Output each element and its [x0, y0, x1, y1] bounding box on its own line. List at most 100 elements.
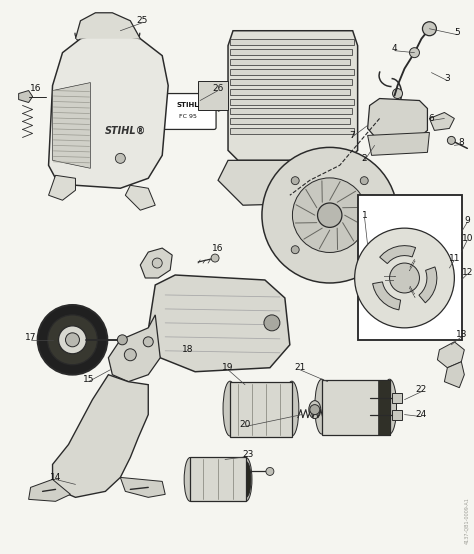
Text: 2: 2: [362, 154, 367, 163]
Ellipse shape: [258, 294, 286, 352]
Polygon shape: [218, 160, 365, 205]
Text: 5: 5: [455, 28, 460, 37]
Circle shape: [262, 147, 398, 283]
Text: 1: 1: [362, 211, 367, 220]
Polygon shape: [230, 89, 350, 95]
Text: 17: 17: [25, 334, 36, 342]
Text: 11: 11: [448, 254, 460, 263]
Polygon shape: [75, 13, 140, 39]
Polygon shape: [48, 33, 168, 188]
Text: 22: 22: [416, 385, 427, 394]
Ellipse shape: [315, 379, 329, 434]
Polygon shape: [380, 245, 416, 264]
Polygon shape: [230, 382, 292, 437]
Text: FC 95: FC 95: [179, 115, 197, 120]
Text: 15: 15: [82, 375, 94, 384]
Ellipse shape: [240, 458, 252, 501]
Polygon shape: [18, 90, 33, 102]
Text: 16: 16: [30, 84, 41, 93]
Circle shape: [143, 337, 153, 347]
Circle shape: [291, 177, 299, 184]
Circle shape: [65, 333, 80, 347]
Text: 23: 23: [242, 450, 254, 459]
Text: 19: 19: [222, 363, 234, 372]
Text: 20: 20: [239, 420, 251, 429]
Text: 26: 26: [212, 84, 224, 93]
Polygon shape: [368, 132, 429, 155]
Polygon shape: [120, 478, 165, 497]
Polygon shape: [53, 375, 148, 497]
Circle shape: [118, 335, 128, 345]
Circle shape: [310, 404, 320, 414]
Circle shape: [37, 305, 108, 375]
Polygon shape: [28, 479, 71, 501]
Circle shape: [264, 315, 280, 331]
Text: 7: 7: [349, 131, 355, 140]
Polygon shape: [373, 282, 401, 310]
Text: 25: 25: [137, 16, 148, 25]
Text: 8: 8: [458, 138, 464, 147]
Ellipse shape: [184, 458, 196, 501]
Polygon shape: [378, 379, 390, 434]
Polygon shape: [198, 80, 228, 110]
Polygon shape: [48, 175, 75, 200]
Ellipse shape: [223, 381, 237, 436]
Polygon shape: [230, 39, 354, 45]
Circle shape: [355, 228, 455, 328]
Ellipse shape: [383, 379, 397, 434]
Polygon shape: [230, 119, 350, 125]
Circle shape: [292, 178, 367, 253]
Polygon shape: [228, 30, 358, 160]
Circle shape: [47, 315, 98, 365]
Polygon shape: [230, 49, 352, 55]
Polygon shape: [429, 112, 455, 130]
Text: STIHL®: STIHL®: [105, 125, 146, 135]
Polygon shape: [358, 195, 462, 340]
Circle shape: [410, 48, 419, 58]
Polygon shape: [230, 79, 352, 85]
Circle shape: [152, 258, 162, 268]
Text: 24: 24: [416, 410, 427, 419]
Circle shape: [124, 349, 137, 361]
Polygon shape: [392, 409, 401, 419]
Text: 6: 6: [428, 114, 434, 123]
Circle shape: [422, 22, 437, 35]
FancyBboxPatch shape: [160, 94, 216, 130]
Circle shape: [266, 468, 274, 475]
Polygon shape: [148, 275, 290, 372]
Circle shape: [447, 136, 456, 145]
Polygon shape: [230, 69, 354, 75]
Circle shape: [390, 263, 419, 293]
Circle shape: [360, 246, 368, 254]
Circle shape: [318, 203, 342, 227]
Polygon shape: [109, 315, 160, 382]
Circle shape: [360, 177, 368, 184]
Ellipse shape: [241, 461, 251, 497]
Text: 4: 4: [392, 44, 397, 53]
Polygon shape: [230, 99, 354, 105]
Polygon shape: [230, 109, 352, 115]
Text: 14: 14: [50, 473, 61, 482]
Circle shape: [115, 153, 125, 163]
Polygon shape: [53, 83, 91, 168]
Text: 3: 3: [445, 74, 450, 83]
Text: 18: 18: [182, 345, 194, 355]
Ellipse shape: [309, 401, 321, 419]
Text: STIHL: STIHL: [177, 102, 200, 109]
Circle shape: [58, 326, 86, 354]
Polygon shape: [392, 393, 401, 403]
Polygon shape: [445, 362, 465, 388]
Polygon shape: [230, 129, 354, 135]
Text: 9: 9: [465, 216, 470, 225]
Ellipse shape: [285, 381, 299, 436]
Polygon shape: [438, 342, 465, 368]
Circle shape: [291, 246, 299, 254]
Polygon shape: [322, 379, 390, 434]
Polygon shape: [368, 99, 428, 138]
Polygon shape: [125, 185, 155, 210]
Text: 13: 13: [456, 330, 467, 340]
Text: 12: 12: [462, 268, 473, 276]
Text: 10: 10: [462, 234, 473, 243]
Circle shape: [211, 254, 219, 262]
Circle shape: [392, 89, 402, 99]
